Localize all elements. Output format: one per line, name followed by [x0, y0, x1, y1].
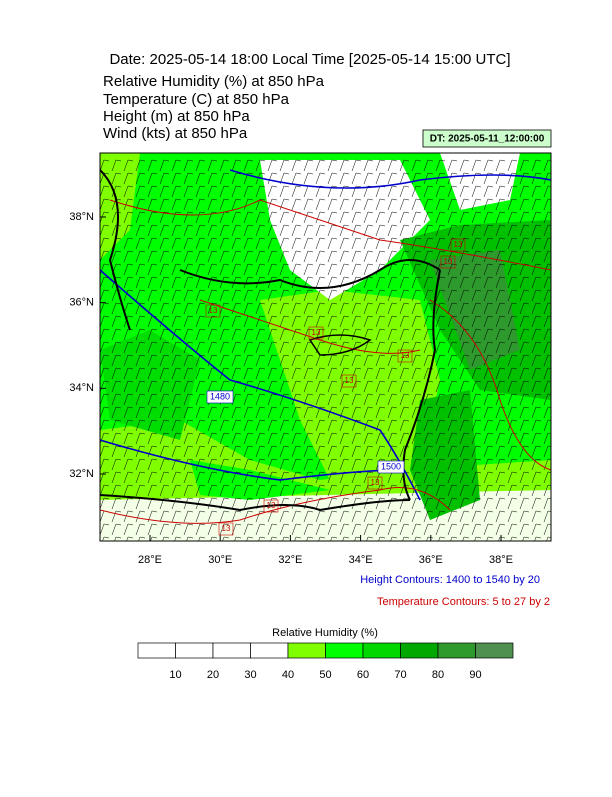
- temp-label: 13: [267, 501, 276, 510]
- colorbar-box: [325, 642, 364, 659]
- dt-label: DT: 2025-05-11_12:00:00: [430, 134, 545, 145]
- colorbar-box: [212, 642, 251, 659]
- colorbar-label: 10: [169, 669, 181, 681]
- field-line: Height (m) at 850 hPa: [103, 108, 250, 125]
- height-label: 1500: [381, 461, 401, 471]
- lon-label: 36°E: [419, 554, 443, 566]
- colorbar-label: 30: [244, 669, 256, 681]
- temp-label-box: [341, 374, 357, 388]
- colorbar-label: 40: [282, 669, 294, 681]
- colorbar-label: 70: [394, 669, 406, 681]
- field-line: Wind (kts) at 850 hPa: [103, 125, 248, 142]
- field-line: Relative Humidity (%) at 850 hPa: [103, 73, 325, 90]
- colorbar-label: 20: [207, 669, 219, 681]
- lon-label: 30°E: [208, 554, 232, 566]
- height-note: Height Contours: 1400 to 1540 by 20: [360, 574, 540, 586]
- title: Date: 2025-05-14 18:00 Local Time [2025-…: [109, 51, 510, 68]
- temp-label-box: [440, 255, 456, 269]
- temp-label: 13: [371, 478, 380, 487]
- colorbar-box: [175, 642, 214, 659]
- colorbar-box: [250, 642, 289, 659]
- colorbar-box: [287, 642, 326, 659]
- temp-label: 13: [209, 306, 218, 315]
- lat-label: 32°N: [69, 468, 94, 480]
- map-fill: [100, 153, 551, 541]
- lon-label: 32°E: [278, 554, 302, 566]
- temp-label: 13: [444, 257, 453, 266]
- field-line: Temperature (C) at 850 hPa: [103, 91, 290, 108]
- lon-label: 38°E: [489, 554, 513, 566]
- lon-label: 28°E: [138, 554, 162, 566]
- colorbar-label: 90: [469, 669, 481, 681]
- temperature-note: Temperature Contours: 5 to 27 by 2: [377, 596, 550, 608]
- height-label-box: [206, 390, 234, 404]
- temp-label: 13: [401, 351, 410, 360]
- contours: [100, 169, 551, 524]
- height-label: 1480: [210, 391, 230, 401]
- temp-label: 13: [345, 376, 354, 385]
- map-frame: [99, 152, 552, 542]
- colorbar-box: [475, 642, 514, 659]
- colorbar-title: Relative Humidity (%): [272, 627, 378, 639]
- colorbar-box: [362, 642, 401, 659]
- lon-label: 34°E: [349, 554, 373, 566]
- temp-label-box: [367, 476, 383, 490]
- temp-label: 13: [312, 328, 321, 337]
- dt-box: [422, 129, 552, 148]
- colorbar-label: 80: [432, 669, 444, 681]
- colorbar-label: 60: [357, 669, 369, 681]
- colorbar-label: 50: [319, 669, 331, 681]
- temp-label: 13: [222, 524, 231, 533]
- height-label-box: [377, 460, 405, 474]
- temp-label-box: [205, 304, 221, 318]
- temp-label-box: [397, 349, 413, 363]
- lat-label: 38°N: [69, 211, 94, 223]
- colorbar-box: [137, 642, 176, 659]
- colorbar-box: [437, 642, 476, 659]
- temp-label-box: [450, 238, 466, 252]
- lat-label: 34°N: [69, 382, 94, 394]
- temp-label-box: [218, 522, 234, 536]
- temp-label-box: [308, 326, 324, 340]
- temp-label-box: [263, 499, 279, 513]
- colorbar-box: [400, 642, 439, 659]
- temp-label: 13: [454, 240, 463, 249]
- lat-label: 36°N: [69, 297, 94, 309]
